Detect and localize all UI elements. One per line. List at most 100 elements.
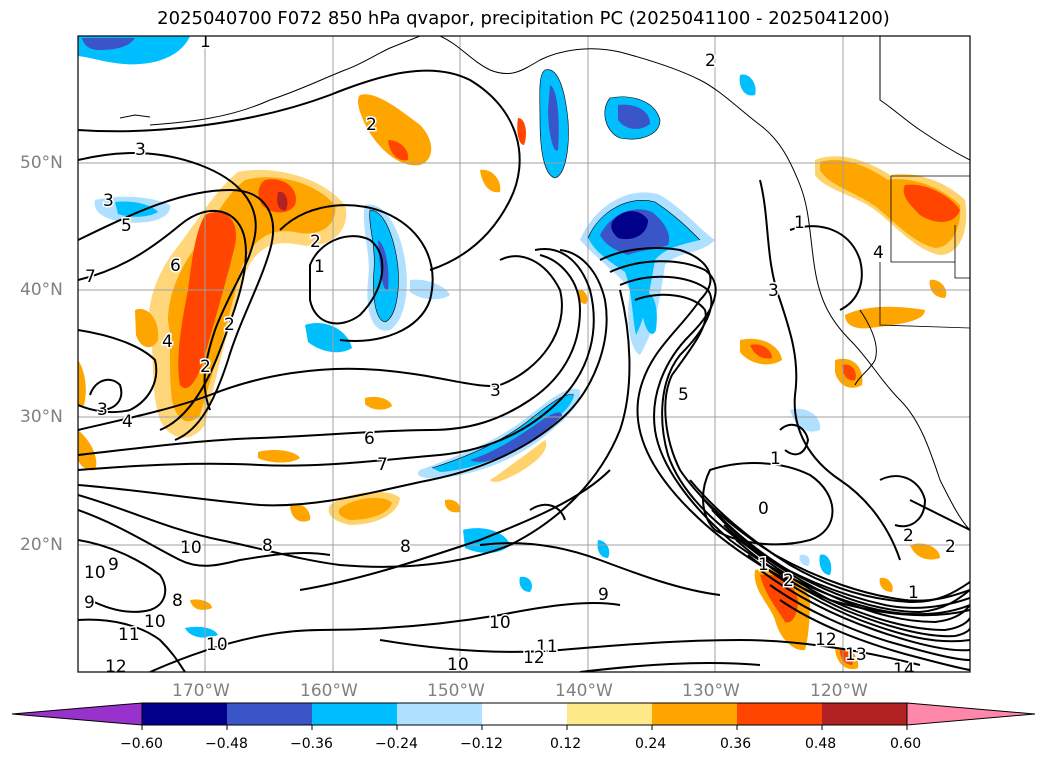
- contour-line: [735, 539, 970, 638]
- colorbar-tick-label: 0.48: [805, 736, 837, 752]
- lon-label: 120°W: [810, 681, 868, 701]
- figure-title: 2025040700 F072 850 hPa qvapor, precipit…: [157, 8, 890, 29]
- contour-label: 10: [447, 655, 469, 675]
- contour-label: 10: [84, 563, 106, 583]
- fill-patch: [929, 279, 947, 298]
- fill-patch: [444, 499, 461, 513]
- contour-label: 4: [162, 332, 173, 352]
- contour-line: [78, 289, 631, 568]
- contour-label: 1: [758, 555, 769, 575]
- fill-patch: [178, 211, 236, 389]
- fill-patch: [305, 322, 352, 353]
- colorbar-tick-label: −0.36: [290, 736, 333, 752]
- contour-line: [769, 584, 970, 661]
- fill-patch: [480, 169, 501, 193]
- fill-patch: [820, 160, 961, 248]
- contour-label: 12: [523, 648, 545, 668]
- fill-patch: [548, 85, 559, 151]
- coastline: [439, 36, 970, 531]
- contour-line: [78, 254, 582, 456]
- lon-label: 170°W: [172, 681, 230, 701]
- lon-label: 160°W: [300, 681, 358, 701]
- contour-label: 8: [172, 591, 183, 611]
- contour-label: 10: [180, 538, 202, 558]
- contour-label: 1: [770, 449, 781, 469]
- contour-line: [619, 275, 970, 609]
- fill-patch: [290, 503, 311, 522]
- fill-patch: [115, 201, 158, 217]
- fill-patch: [432, 394, 574, 472]
- colorbar-bin: [737, 703, 822, 725]
- contour-label: 10: [206, 635, 228, 655]
- precip-fill-layer: [78, 36, 967, 670]
- plot-frame: [77, 35, 971, 673]
- lat-label: 50°N: [20, 153, 63, 173]
- colorbar-bin: [567, 703, 652, 725]
- contour-line: [78, 249, 608, 507]
- contour-label: 1: [908, 583, 919, 603]
- fill-patch: [490, 440, 547, 483]
- fill-patch: [845, 306, 925, 329]
- contour-line: [78, 329, 158, 414]
- contour-line: [78, 539, 167, 613]
- contour-label: 14: [893, 660, 915, 680]
- contour-line: [78, 255, 563, 431]
- contour-line: [78, 188, 275, 441]
- fill-patch: [410, 279, 450, 300]
- colorbar-bin: [142, 703, 227, 725]
- colorbar-tick-label: −0.60: [120, 736, 163, 752]
- fill-patch: [338, 497, 392, 520]
- colorbar-bin: [227, 703, 312, 725]
- fill-patch: [760, 574, 798, 623]
- coastline: [119, 114, 151, 119]
- lat-label: 30°N: [20, 407, 63, 427]
- coastlines: [119, 36, 970, 531]
- contour-label: 2: [783, 571, 794, 591]
- contour-line: [89, 378, 123, 411]
- contour-label: 4: [122, 412, 133, 432]
- contour-label: 8: [400, 537, 411, 557]
- fill-patch: [910, 543, 940, 560]
- fill-patch: [470, 412, 562, 463]
- contour-line: [711, 509, 970, 624]
- contour-label-layer: 1 2 2 3 3 5 6 2 1 7 4 2 2 3 4 3 6 7 8 8 …: [83, 36, 958, 680]
- colorbar-bin: [482, 703, 567, 725]
- contour-line: [689, 479, 970, 604]
- fill-patch: [879, 577, 893, 592]
- contour-label: 0: [758, 499, 769, 519]
- contour-label: 1: [314, 257, 325, 277]
- fill-patch: [463, 528, 510, 553]
- fill-patch: [517, 118, 526, 145]
- gridlines: [78, 36, 970, 672]
- contour-label: 3: [97, 400, 108, 420]
- contour-label: 12: [105, 657, 127, 677]
- contour-label: 6: [364, 429, 375, 449]
- contour-line: [479, 542, 721, 596]
- contour-label: 12: [815, 630, 837, 650]
- fill-patch: [418, 388, 581, 478]
- fill-patch: [185, 626, 218, 638]
- contour-line: [789, 225, 863, 311]
- coastline: [879, 36, 970, 161]
- contour-label: 1: [794, 213, 805, 233]
- colorbar-frame: [141, 702, 908, 726]
- fill-patch: [790, 408, 821, 432]
- fill-patch: [750, 344, 772, 359]
- contour-label: 2: [366, 115, 377, 135]
- contour-label: 5: [678, 385, 689, 405]
- fill-patch: [82, 38, 135, 50]
- lat-label: 40°N: [20, 280, 63, 300]
- contour-label: 13: [845, 645, 867, 665]
- colorbar-bin: [397, 703, 482, 725]
- colorbar-min-extend: [11, 702, 143, 726]
- fill-patch: [618, 104, 650, 129]
- colorbar-bin: [652, 703, 737, 725]
- contour-line: [78, 509, 331, 567]
- contour-line: [699, 494, 970, 614]
- contour-label: 9: [598, 585, 609, 605]
- fill-patch: [819, 554, 832, 575]
- contour-label: 11: [118, 625, 140, 645]
- fill-patch: [611, 211, 648, 240]
- colorbar-tick-label: −0.12: [460, 736, 503, 752]
- colorbar-bin: [312, 703, 397, 725]
